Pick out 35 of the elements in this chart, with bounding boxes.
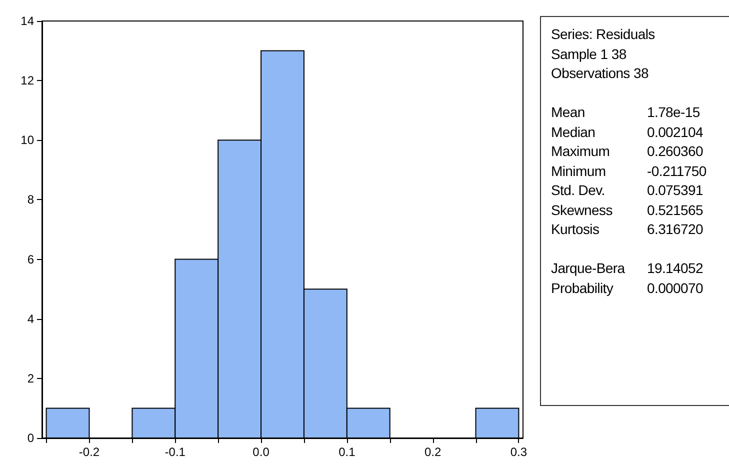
x-tick-label: -0.1 [164, 445, 186, 459]
text: 0.002104 [647, 124, 703, 140]
text: Observations 38 [551, 64, 650, 83]
text: -0.211750 [647, 162, 706, 178]
x-tick-label: -0.2 [78, 445, 100, 459]
text: Median [551, 122, 596, 142]
text: Maximum [551, 142, 611, 161]
x-tick-label: 0.1 [338, 445, 356, 459]
y-tick-label: 12 [20, 74, 34, 88]
text: Skewness [551, 200, 614, 220]
text: 1.78e-15 [647, 104, 700, 120]
text: Mean [551, 103, 586, 122]
text: 0.521565 [647, 202, 703, 218]
text: Series: Residuals [551, 25, 656, 44]
x-tick-label: 0.2 [424, 445, 442, 459]
y-tick-label: 0 [27, 431, 34, 445]
y-tick-label: 6 [27, 252, 34, 266]
text: Probability [551, 278, 614, 298]
x-tick-label: 0.3 [510, 445, 528, 459]
y-tick-label: 2 [27, 371, 34, 386]
text: Sample 1 38 [551, 44, 628, 64]
text: Std. Dev. [551, 181, 606, 200]
text: 19.14052 [647, 260, 703, 276]
text: Kurtosis [551, 220, 600, 239]
y-tick-label: 10 [20, 133, 34, 148]
text: 0.075391 [647, 182, 703, 198]
y-tick-label: 4 [27, 312, 34, 326]
text: Minimum [551, 162, 607, 180]
text: 0.260360 [647, 143, 703, 159]
x-tick-label: 0.0 [252, 445, 270, 459]
text: 6.316720 [647, 221, 703, 237]
y-tick-label: 14 [20, 14, 34, 28]
text: 0.000070 [647, 280, 703, 296]
text: Jarque-Bera [551, 259, 626, 278]
y-tick-label: 8 [27, 192, 34, 207]
